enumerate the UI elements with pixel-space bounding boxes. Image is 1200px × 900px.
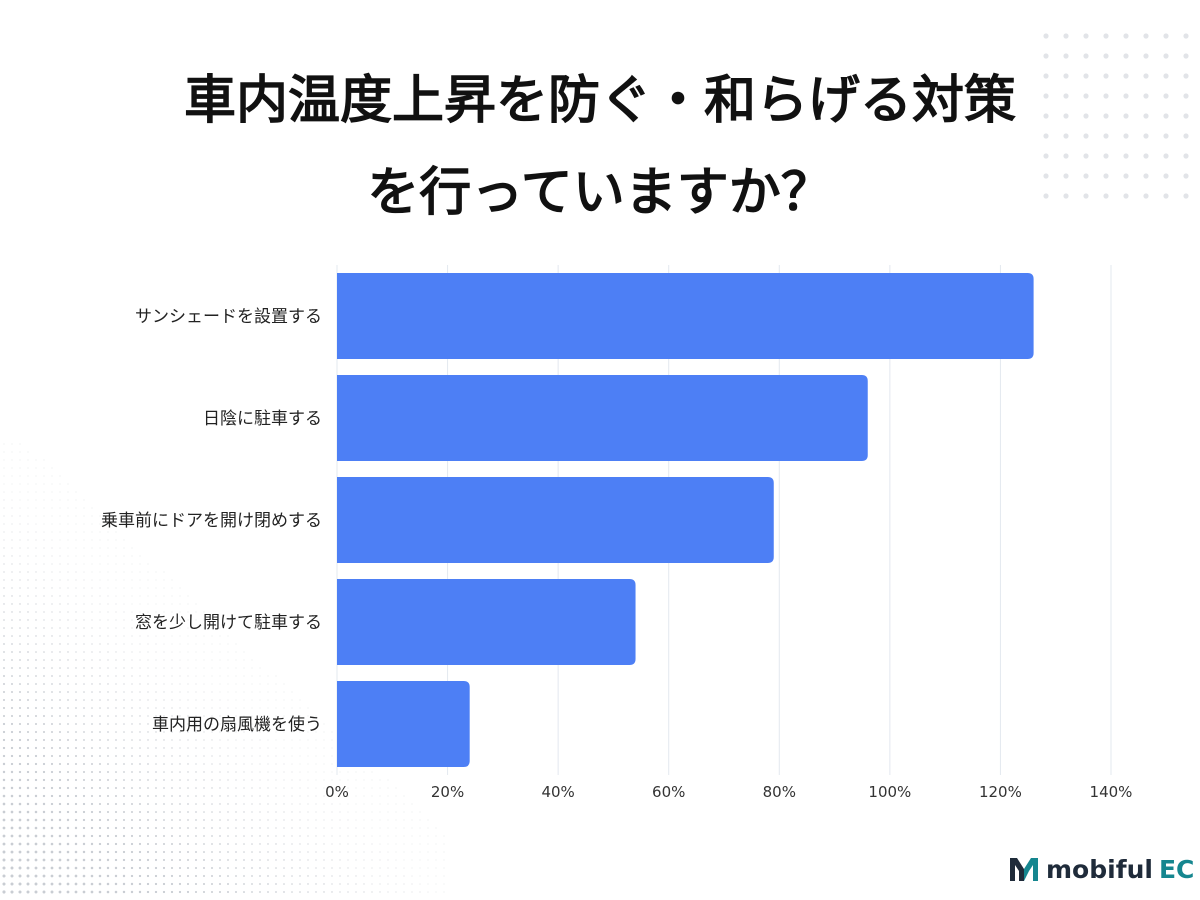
category-label: 日陰に駐車する	[203, 409, 322, 429]
bar	[337, 477, 774, 563]
bar	[337, 375, 868, 461]
x-tick-label: 60%	[652, 783, 685, 801]
x-tick-label: 20%	[431, 783, 464, 801]
decorative-dot-pattern-bottom-left	[2, 443, 445, 894]
brand-m-icon	[1010, 858, 1038, 881]
x-tick-label: 40%	[541, 783, 574, 801]
category-label: 窓を少し開けて駐車する	[135, 613, 322, 633]
brand-logo: mobiful EC	[1008, 852, 1194, 886]
chart-title-line-2: を行っていますか？	[367, 163, 833, 223]
x-tick-label: 120%	[979, 783, 1022, 801]
x-tick-label: 140%	[1090, 783, 1133, 801]
brand-name: mobiful	[1046, 854, 1153, 884]
brand-accent-text: EC	[1158, 854, 1195, 884]
bar	[337, 681, 470, 767]
category-label: 車内用の扇風機を使う	[152, 714, 322, 735]
x-tick-label: 100%	[868, 783, 911, 801]
decorative-dot-pattern-top-right	[1043, 33, 1189, 199]
bar	[337, 273, 1034, 359]
category-label: 乗車前にドアを開け閉めする	[101, 511, 322, 531]
chart-title-line-1: 車内温度上昇を防ぐ・和らげる対策	[183, 71, 1016, 131]
category-label: サンシェードを設置する	[135, 307, 322, 327]
bar	[337, 579, 636, 665]
x-tick-label: 80%	[763, 783, 796, 801]
x-tick-label: 0%	[325, 783, 349, 801]
